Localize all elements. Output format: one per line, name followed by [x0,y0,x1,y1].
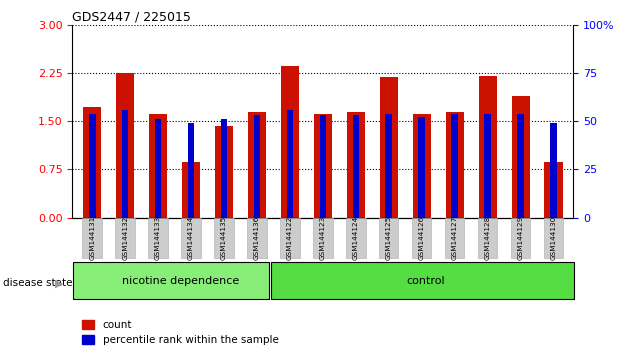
Text: GSM144128: GSM144128 [484,216,491,260]
Bar [83,218,102,258]
Bar [89,114,96,218]
Bar [116,73,134,218]
Text: GSM144124: GSM144124 [353,216,359,260]
Bar [181,218,201,258]
Bar [544,162,563,218]
Bar [182,162,200,218]
Bar [122,110,129,218]
Bar [517,114,524,218]
Text: GSM144133: GSM144133 [155,216,161,260]
Bar [451,114,458,218]
Text: ▶: ▶ [55,278,64,288]
Text: GSM144122: GSM144122 [287,216,293,260]
Bar [353,115,359,218]
Text: control: control [406,275,445,286]
Bar [413,114,431,218]
Text: GSM144131: GSM144131 [89,216,95,260]
Bar [73,262,270,299]
Bar [379,218,399,258]
Text: disease state: disease state [3,278,72,288]
Text: GSM144126: GSM144126 [419,216,425,260]
Bar [346,218,365,258]
Bar [248,112,266,218]
Bar [544,218,563,258]
Bar [215,126,233,218]
Bar [412,218,432,258]
Bar [319,115,326,218]
Bar [149,114,167,218]
Bar [287,110,293,218]
Bar [386,114,392,218]
Text: GSM144134: GSM144134 [188,216,194,260]
Bar [313,218,333,258]
Bar [149,218,168,258]
Bar [380,77,398,218]
Bar [188,123,195,218]
Bar [272,262,574,299]
Text: GSM144129: GSM144129 [518,216,524,260]
Bar [254,115,260,218]
Bar [83,107,101,218]
Bar [247,218,266,258]
Bar [511,218,530,258]
Text: GSM144132: GSM144132 [122,216,128,260]
Text: GSM144130: GSM144130 [551,216,556,260]
Text: GSM144123: GSM144123 [320,216,326,260]
Text: GSM144127: GSM144127 [452,216,457,260]
Bar [445,112,464,218]
Bar [479,76,496,218]
Bar [418,118,425,218]
Bar [346,112,365,218]
Text: GSM144135: GSM144135 [221,216,227,260]
Bar [220,119,227,218]
Bar [478,218,497,258]
Bar [155,119,161,218]
Bar [280,218,300,258]
Bar [115,218,135,258]
Bar [484,114,491,218]
Bar [281,66,299,218]
Text: GDS2447 / 225015: GDS2447 / 225015 [72,11,192,24]
Text: GSM144125: GSM144125 [386,216,392,260]
Bar [512,96,530,218]
Bar [214,218,234,258]
Bar [314,114,332,218]
Text: GSM144136: GSM144136 [254,216,260,260]
Text: nicotine dependence: nicotine dependence [122,275,239,286]
Bar [550,123,557,218]
Bar [445,218,464,258]
Legend: count, percentile rank within the sample: count, percentile rank within the sample [77,316,283,349]
